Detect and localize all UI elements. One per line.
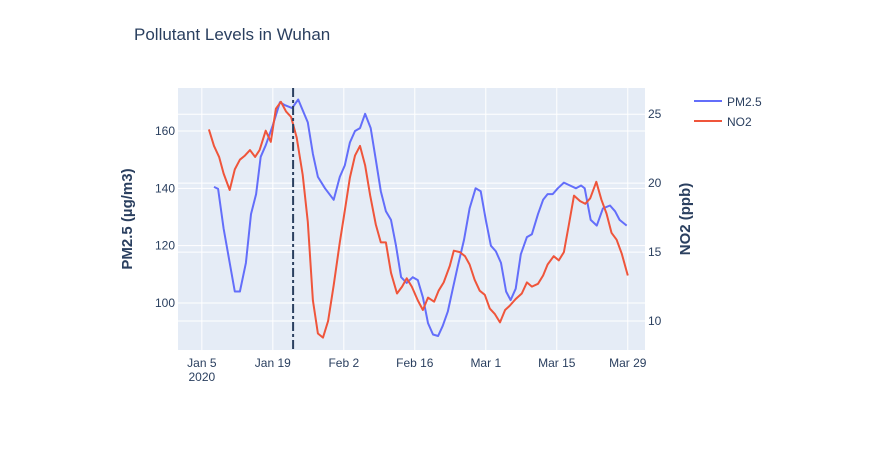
y-left-tick-label: 160 — [155, 124, 175, 138]
x-tick-label: Feb 2 — [328, 356, 359, 370]
series-line-pm25 — [213, 98, 628, 337]
y-axis-right-title: NO2 (ppb) — [677, 183, 694, 256]
plot-area — [178, 88, 645, 350]
x-tick-label: Mar 15 — [538, 356, 576, 370]
y-left-tick-label: 140 — [155, 181, 175, 195]
x-tick-label: Mar 29 — [609, 356, 647, 370]
y-right-tick-label: 10 — [648, 314, 662, 328]
legend-label-pm25: PM2.5 — [727, 95, 762, 109]
y-right-tick-label: 15 — [648, 245, 662, 259]
y-left-tick-label: 100 — [155, 296, 175, 310]
x-tick-label: Feb 16 — [396, 356, 434, 370]
y-right-tick-label: 20 — [648, 176, 662, 190]
legend-item-pm25[interactable]: PM2.5 — [694, 95, 762, 109]
y-right-tick-label: 25 — [648, 107, 662, 121]
x-tick-label: Mar 1 — [470, 356, 501, 370]
x-tick-label: Jan 5 — [187, 356, 217, 370]
series-line-no2 — [207, 100, 629, 339]
chart-title: Pollutant Levels in Wuhan — [134, 25, 330, 44]
x-tick-sublabel: 2020 — [188, 370, 215, 384]
y-axis-left-title: PM2.5 (µg/m3) — [119, 168, 136, 269]
legend-item-no2[interactable]: NO2 — [694, 115, 752, 129]
legend-label-no2: NO2 — [727, 115, 752, 129]
x-tick-label: Jan 19 — [255, 356, 291, 370]
legend[interactable]: PM2.5 NO2 — [694, 95, 762, 129]
y-left-tick-label: 120 — [155, 239, 175, 253]
